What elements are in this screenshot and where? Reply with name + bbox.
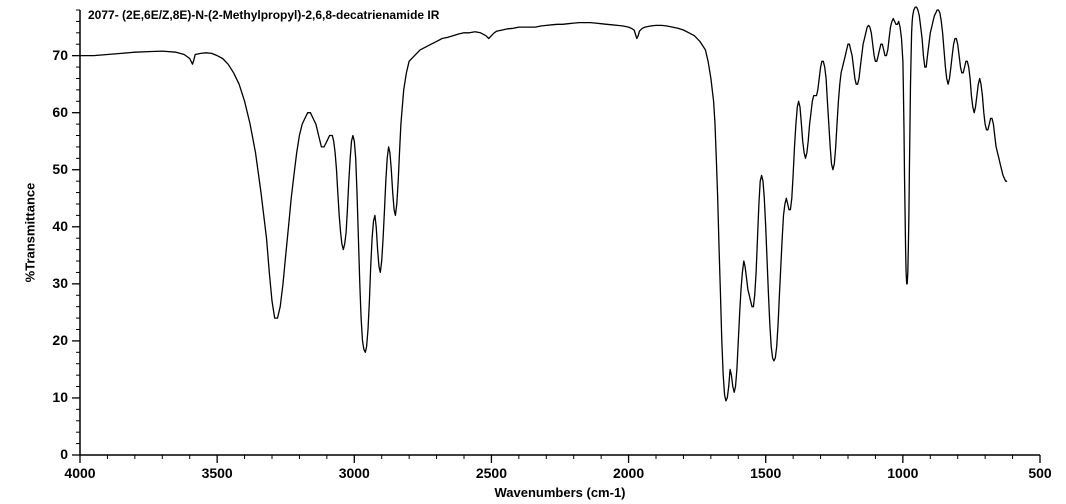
chart-title: 2077- (2E,6E/Z,8E)-N-(2-Methylpropyl)-2,… [88, 8, 439, 22]
y-tick-label: 70 [38, 47, 68, 63]
y-tick-label: 50 [38, 161, 68, 177]
y-tick-label: 0 [38, 446, 68, 462]
x-tick-label: 1500 [741, 465, 791, 481]
x-tick-label: 2000 [604, 465, 654, 481]
y-tick-label: 40 [38, 218, 68, 234]
x-tick-label: 3000 [329, 465, 379, 481]
x-tick-label: 4000 [55, 465, 105, 481]
ir-spectrum-chart: 2077- (2E,6E/Z,8E)-N-(2-Methylpropyl)-2,… [0, 0, 1066, 504]
y-axis-label: %Transmittance [23, 172, 38, 292]
y-tick-label: 20 [38, 332, 68, 348]
y-tick-label: 60 [38, 104, 68, 120]
x-axis-label: Wavenumbers (cm-1) [470, 485, 650, 500]
x-tick-label: 500 [1015, 465, 1065, 481]
x-tick-label: 2500 [466, 465, 516, 481]
x-tick-label: 1000 [878, 465, 928, 481]
y-tick-label: 30 [38, 275, 68, 291]
chart-svg [0, 0, 1066, 504]
x-tick-label: 3500 [192, 465, 242, 481]
y-tick-label: 10 [38, 389, 68, 405]
